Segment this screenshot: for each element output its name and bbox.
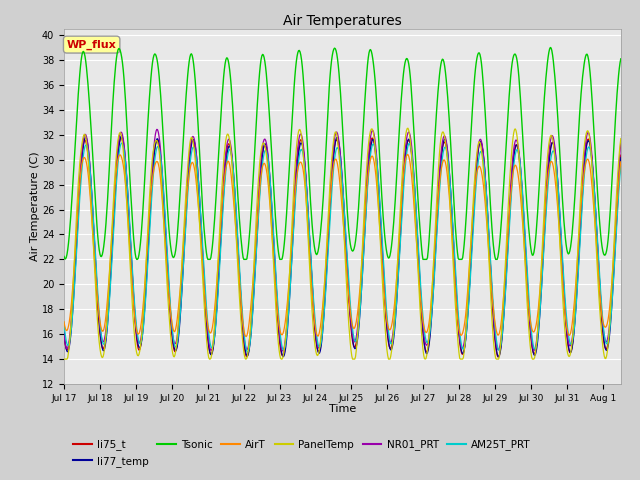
Y-axis label: Air Temperature (C): Air Temperature (C) (30, 152, 40, 261)
Title: Air Temperatures: Air Temperatures (283, 13, 402, 28)
X-axis label: Time: Time (329, 404, 356, 414)
Legend: li75_t, li77_temp, Tsonic, AirT, PanelTemp, NR01_PRT, AM25T_PRT: li75_t, li77_temp, Tsonic, AirT, PanelTe… (69, 435, 534, 471)
Text: WP_flux: WP_flux (67, 39, 116, 50)
